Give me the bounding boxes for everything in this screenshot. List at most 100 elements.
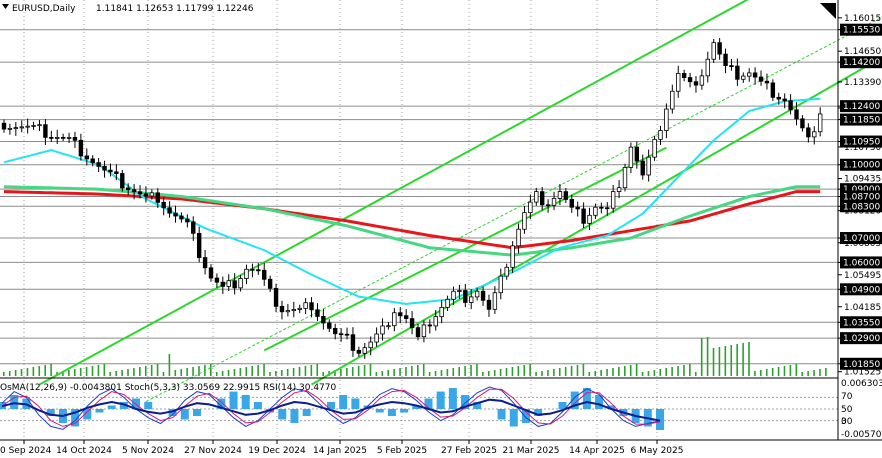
volume-bar	[192, 367, 194, 376]
volume-bar	[582, 364, 585, 376]
level-badge	[840, 135, 882, 148]
volume-bar	[103, 364, 106, 376]
volume-bar	[109, 372, 112, 376]
candle-body	[173, 212, 178, 217]
volume-bar	[665, 368, 667, 376]
volume-bar	[346, 368, 348, 376]
osc-tick-label: -0.0057025	[841, 430, 882, 440]
axes	[0, 0, 882, 441]
candle-body	[599, 206, 604, 209]
level-badge-label: 1.01850	[843, 360, 880, 370]
osma-bar	[278, 409, 287, 420]
osma-bar	[607, 405, 616, 409]
volume-bar	[405, 367, 407, 376]
level-badge	[840, 23, 882, 36]
osma-bar	[302, 409, 311, 416]
candle-body	[782, 98, 787, 102]
level-badge-label: 1.08300	[843, 202, 880, 212]
volume-bar	[351, 367, 354, 376]
volume-bar	[186, 368, 188, 376]
candle-body	[770, 82, 776, 98]
volume-bar	[381, 371, 384, 376]
candle-body	[72, 136, 78, 141]
volume-bar	[771, 368, 774, 376]
volume-bar	[553, 369, 555, 376]
volume-bar	[32, 367, 35, 376]
candle-body	[557, 191, 563, 199]
level-badge-label: 1.03550	[843, 318, 880, 328]
osma-bar	[412, 405, 421, 409]
candle-body	[445, 298, 450, 308]
candle-body	[250, 268, 255, 271]
candle-body	[214, 277, 220, 283]
candle-body	[344, 333, 350, 336]
volume-bar	[14, 370, 17, 376]
volume-bar	[3, 372, 5, 376]
osc-tick-label: 70	[841, 392, 853, 402]
volume-bar	[269, 372, 271, 376]
volume-bar	[624, 366, 626, 376]
time-tick-label: 6 May 2025	[631, 446, 684, 456]
candle-body	[303, 302, 308, 309]
volume-bar	[600, 370, 602, 376]
time-tick-label: 21 Mar 2025	[502, 446, 559, 456]
candle-body	[457, 290, 462, 292]
volume-bar	[511, 367, 514, 376]
candle-body	[729, 65, 734, 67]
volume-bar	[588, 372, 591, 376]
volume-bar	[446, 369, 449, 376]
candle-body	[551, 198, 557, 206]
candle-body	[368, 341, 373, 349]
candle-body	[735, 65, 740, 80]
volume-bar	[576, 365, 579, 376]
volume-bar	[322, 372, 324, 376]
volume-bar	[316, 364, 319, 376]
candle-body	[196, 232, 202, 258]
candle-body	[108, 169, 113, 173]
corner-triangle-icon[interactable]	[820, 3, 836, 19]
volume-bar	[257, 365, 259, 376]
indicator-header: OsMA(12,26,9) -0.0043801 Stoch(5,3,3) 33…	[0, 383, 336, 393]
candle-body	[202, 257, 208, 269]
candle-body	[522, 212, 527, 230]
volume-bar	[647, 371, 650, 376]
osma-bar	[558, 402, 567, 409]
candle-body	[90, 158, 95, 164]
osma-bar	[351, 398, 360, 409]
volume-bar	[505, 368, 508, 376]
volume-bar	[68, 370, 70, 376]
volume-bar	[38, 366, 41, 376]
candlesticks	[1, 37, 823, 359]
channel-mid-line	[145, 16, 882, 403]
level-badge	[840, 56, 882, 69]
time-tick-label: 0 Sep 2024	[0, 446, 52, 456]
volume-bar	[825, 368, 827, 376]
volume-bar	[428, 372, 431, 376]
symbol-label: EURUSD,Daily	[12, 4, 76, 14]
volume-bar	[434, 371, 437, 376]
osma-bar	[253, 402, 262, 409]
volume-bar	[20, 369, 23, 376]
osc-tick-label: 50	[841, 405, 853, 415]
candle-body	[415, 327, 421, 338]
candle-body	[7, 127, 13, 130]
volume-bar	[245, 367, 248, 376]
candle-body	[474, 290, 480, 298]
osma-bar	[534, 409, 543, 416]
candle-body	[681, 73, 687, 78]
volume-bar	[706, 337, 709, 376]
candle-body	[699, 75, 705, 86]
volume-bar	[801, 372, 804, 376]
trend-channels	[39, 0, 882, 403]
volume-bar	[452, 368, 455, 376]
volume-bar	[730, 345, 733, 376]
candle-body	[55, 136, 60, 139]
candle-body	[167, 207, 172, 214]
osma-bar	[217, 398, 226, 409]
candle-body	[451, 290, 456, 300]
candle-body	[267, 278, 273, 289]
candle-body	[208, 267, 214, 279]
volume-bar	[127, 369, 129, 376]
candle-body	[658, 130, 663, 140]
